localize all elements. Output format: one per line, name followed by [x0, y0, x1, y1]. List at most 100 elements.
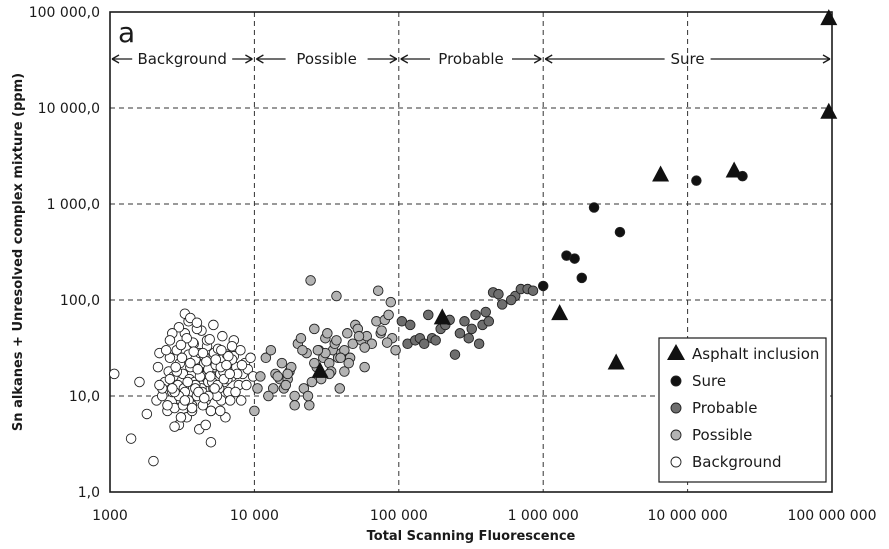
data-point-background: [170, 361, 181, 373]
data-point-asphalt-inclusion: [652, 165, 670, 182]
zone-label: Background: [137, 50, 227, 68]
data-point-background: [192, 363, 203, 375]
y-tick-label: 100 000,0: [29, 5, 100, 21]
data-point-background: [210, 354, 222, 365]
data-point-probable: [459, 316, 470, 327]
data-point-background: [197, 347, 209, 359]
data-point-background: [164, 335, 176, 346]
data-point-possible: [359, 361, 370, 373]
data-point-background: [188, 346, 199, 357]
legend: Asphalt inclusion Sure Probable Possible Bac…: [658, 337, 827, 483]
data-point-background: [208, 319, 219, 331]
data-point-probable: [418, 338, 430, 350]
data-point-sure: [576, 272, 588, 284]
data-point-probable: [496, 299, 508, 310]
zone-arrowhead-left: [256, 54, 264, 64]
zone-label: Probable: [438, 50, 503, 68]
data-point-possible: [260, 352, 272, 364]
data-point-possible: [263, 390, 274, 402]
data-point-possible: [339, 366, 350, 377]
legend-key-sure: [670, 375, 682, 387]
data-point-probable: [527, 285, 539, 296]
data-point-background: [169, 421, 180, 432]
data-point-background: [185, 357, 196, 369]
legend-key-probable: [670, 402, 682, 414]
data-point-possible: [331, 290, 342, 302]
data-point-background: [186, 402, 198, 414]
zone-label: Possible: [296, 50, 356, 68]
panel-label: a: [118, 16, 135, 49]
data-point-probable: [493, 288, 504, 300]
data-point-probable: [449, 349, 461, 360]
x-tick-labels: 1000 10 000 100 000 1 000 000 10 000 000 100 …: [92, 508, 876, 524]
data-point-probable: [470, 309, 481, 321]
data-point-background: [152, 361, 164, 373]
data-point-background: [224, 368, 236, 380]
data-point-possible: [342, 328, 353, 339]
legend-label: Background: [692, 453, 782, 471]
data-point-asphalt-inclusion: [433, 308, 451, 325]
data-point-probable: [505, 294, 517, 306]
zone-annotations: Background Possible Probable Sure: [111, 50, 831, 68]
data-point-background: [167, 383, 178, 394]
data-point-possible: [309, 357, 320, 369]
x-tick-label: 100 000 000: [787, 508, 876, 524]
data-point-background: [164, 373, 176, 385]
x-tick-label: 10 000: [230, 508, 279, 524]
data-point-possible: [255, 371, 266, 382]
data-point-possible: [302, 390, 314, 402]
data-point-possible: [272, 371, 283, 382]
y-tick-label: 10 000,0: [38, 101, 100, 117]
legend-box: [658, 337, 827, 483]
data-point-possible: [289, 400, 300, 411]
y-tick-label: 1,0: [78, 485, 100, 501]
data-point-probable: [404, 319, 416, 331]
data-point-asphalt-inclusion: [607, 353, 625, 370]
data-point-background: [204, 334, 215, 345]
data-point-probable: [463, 332, 474, 344]
data-point-background: [160, 344, 172, 356]
data-point-asphalt-inclusion: [725, 161, 743, 178]
data-point-possible: [309, 323, 320, 335]
zone-arrowhead-right: [389, 54, 398, 64]
data-point-background: [209, 383, 220, 394]
data-point-possible: [353, 330, 365, 342]
data-point-background: [173, 322, 185, 333]
legend-label: Sure: [692, 372, 726, 390]
data-point-sure: [614, 226, 626, 238]
y-tick-label: 1 000,0: [47, 197, 100, 213]
x-tick-label: 10 000 000: [648, 508, 728, 524]
data-point-background: [108, 368, 120, 380]
data-point-probable: [483, 316, 495, 327]
data-point-probable: [430, 335, 441, 346]
data-point-probable: [473, 338, 485, 350]
zone-arrowhead-left: [544, 54, 553, 64]
data-point-background: [134, 376, 145, 388]
data-point-probable: [480, 306, 491, 318]
data-point-possible: [267, 383, 279, 394]
legend-key-asphalt-inclusion: [667, 344, 685, 360]
data-point-background: [182, 376, 193, 388]
data-point-possible: [297, 344, 308, 356]
legend-label: Probable: [692, 399, 757, 417]
data-point-asphalt-inclusion: [311, 361, 329, 378]
data-point-background: [224, 395, 236, 406]
data-point-background: [125, 433, 137, 444]
data-point-possible: [322, 328, 333, 339]
data-point-possible: [265, 344, 277, 356]
legend-key-possible: [670, 429, 682, 441]
data-point-background: [200, 419, 211, 431]
data-point-possible: [383, 309, 394, 321]
data-point-possible: [295, 332, 307, 344]
x-tick-label: 1 000 000: [508, 508, 579, 524]
data-point-background: [214, 405, 226, 417]
data-point-possible: [335, 352, 346, 364]
data-point-possible: [381, 337, 393, 348]
legend-key-background: [670, 456, 682, 468]
data-point-background: [199, 392, 210, 404]
data-point-background: [205, 436, 217, 448]
data-point-possible: [385, 296, 397, 308]
zone-label: Sure: [671, 50, 705, 68]
legend-label: Asphalt inclusion: [692, 345, 819, 363]
data-point-background: [141, 408, 153, 420]
